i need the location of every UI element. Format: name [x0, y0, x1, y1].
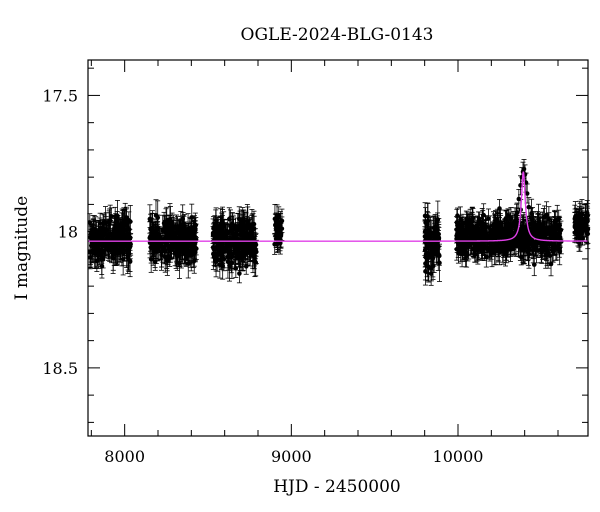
marker	[225, 259, 231, 265]
data-point	[167, 220, 173, 238]
data-point	[121, 218, 127, 251]
marker	[248, 231, 253, 237]
marker	[211, 251, 216, 257]
marker	[148, 257, 154, 262]
marker	[110, 255, 116, 261]
marker	[217, 262, 223, 267]
marker	[162, 223, 168, 229]
marker	[234, 242, 240, 248]
marker	[181, 233, 187, 238]
marker	[237, 271, 242, 276]
data-point	[111, 218, 117, 245]
marker	[127, 258, 133, 264]
marker	[103, 242, 108, 247]
marker	[211, 226, 216, 231]
marker	[176, 252, 182, 257]
data-point	[176, 218, 182, 249]
data-point	[148, 246, 154, 273]
marker	[106, 220, 112, 226]
chart-title: OGLE-2024-BLG-0143	[241, 25, 434, 45]
data-layer	[87, 159, 591, 286]
marker	[227, 241, 233, 247]
marker	[108, 213, 114, 219]
marker	[112, 229, 117, 234]
data-point	[126, 221, 132, 238]
data-point	[103, 232, 109, 257]
marker	[148, 238, 153, 243]
marker	[193, 226, 198, 232]
marker	[112, 236, 118, 242]
marker	[166, 244, 171, 249]
data-point	[88, 236, 94, 268]
marker	[158, 241, 164, 246]
marker	[167, 227, 173, 232]
marker	[106, 246, 111, 252]
data-point	[174, 241, 180, 258]
marker	[252, 250, 257, 256]
marker	[122, 232, 127, 237]
marker	[277, 230, 283, 236]
data-point	[110, 242, 116, 274]
marker	[238, 255, 244, 261]
marker	[106, 233, 111, 238]
data-point	[162, 238, 168, 265]
data-point	[106, 210, 112, 236]
marker	[117, 232, 123, 237]
data-point	[181, 222, 187, 249]
marker	[88, 249, 94, 255]
marker	[431, 246, 437, 251]
marker	[211, 246, 217, 252]
data-point	[192, 220, 198, 238]
marker	[275, 236, 280, 242]
marker	[159, 252, 164, 258]
data-point	[99, 223, 105, 248]
data-point	[94, 233, 100, 257]
marker	[176, 231, 182, 237]
marker	[426, 264, 432, 270]
marker	[213, 259, 219, 264]
data-point	[152, 252, 158, 271]
data-point	[177, 220, 183, 239]
marker	[184, 238, 190, 243]
marker	[89, 230, 94, 235]
marker	[177, 227, 182, 232]
marker	[240, 225, 246, 231]
marker	[174, 247, 180, 252]
marker	[218, 222, 223, 228]
marker	[100, 249, 105, 254]
marker	[424, 241, 429, 246]
marker	[162, 249, 168, 254]
marker	[152, 259, 158, 264]
data-point	[158, 238, 164, 271]
marker	[87, 220, 93, 225]
marker	[431, 225, 437, 231]
marker	[423, 269, 428, 274]
marker	[103, 227, 109, 232]
data-point	[117, 217, 123, 253]
marker	[178, 243, 184, 249]
data-point	[154, 214, 160, 245]
marker	[221, 245, 226, 251]
marker	[229, 260, 235, 266]
marker	[192, 251, 197, 256]
marker	[154, 227, 160, 232]
data-point	[127, 249, 133, 272]
marker	[100, 233, 105, 238]
marker	[425, 221, 430, 227]
data-point	[162, 215, 168, 237]
marker	[95, 242, 100, 248]
marker	[172, 231, 177, 237]
marker	[213, 218, 219, 223]
marker	[126, 227, 132, 232]
